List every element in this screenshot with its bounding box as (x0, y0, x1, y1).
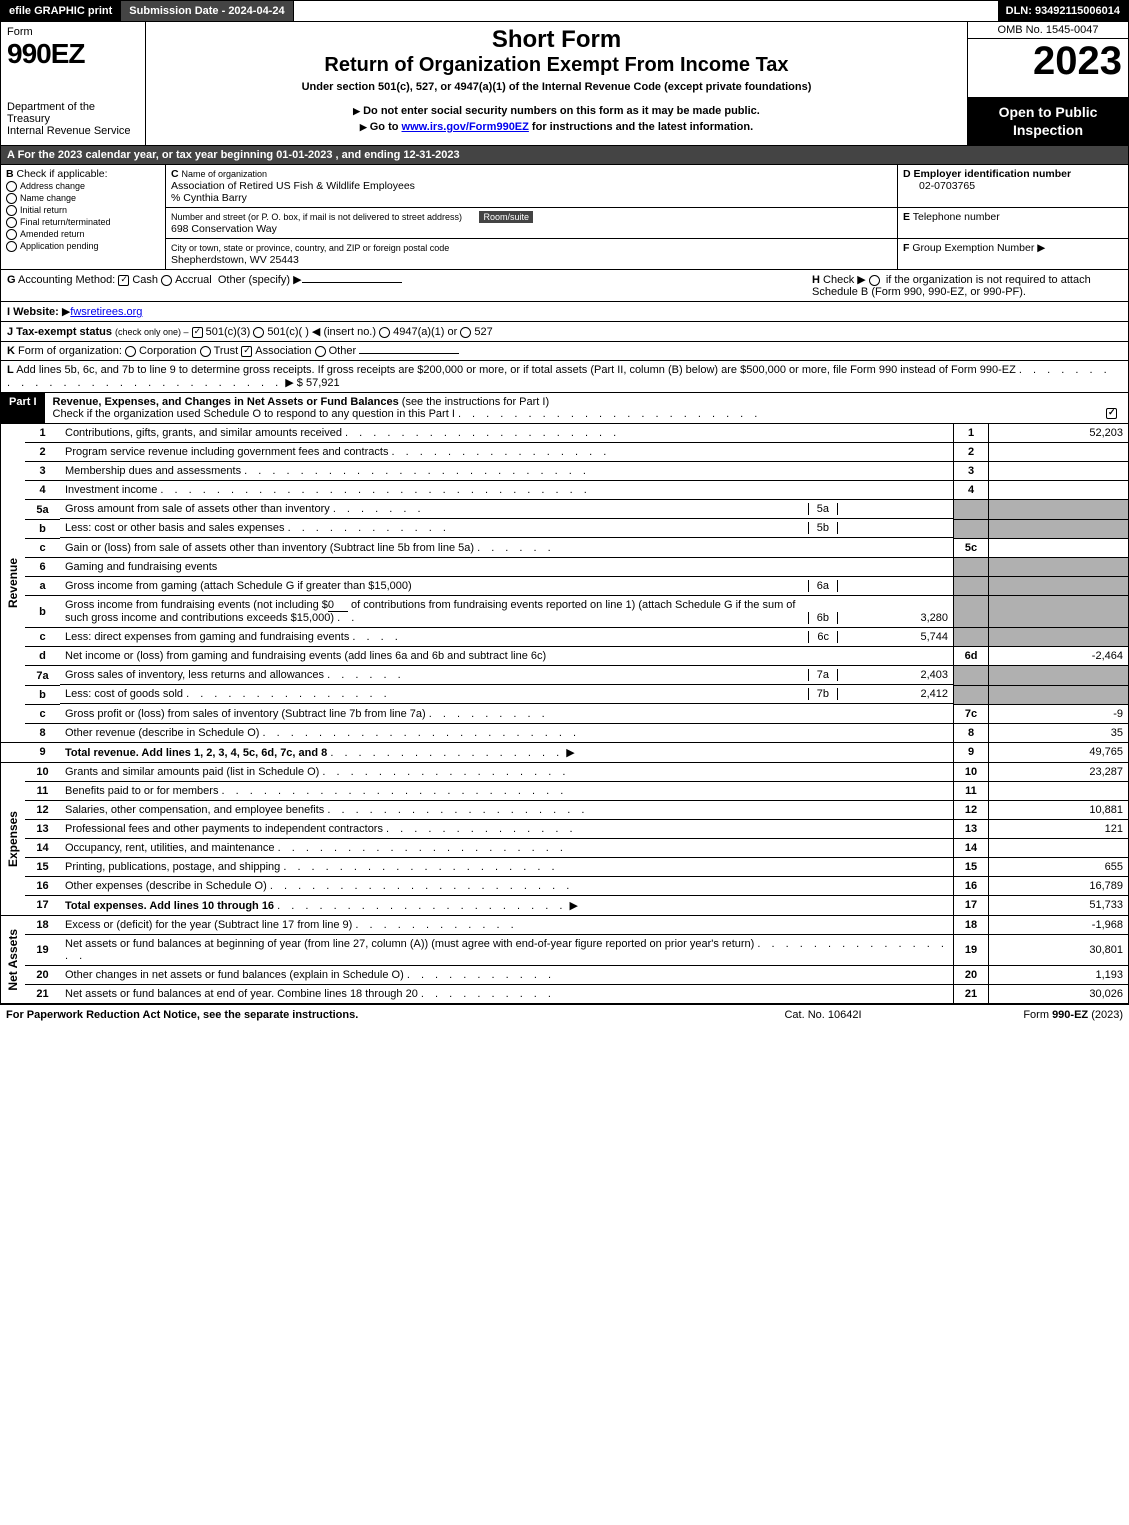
line-8-value: 35 (989, 723, 1129, 742)
line-17-value: 51,733 (989, 895, 1129, 915)
line-7c-value: -9 (989, 704, 1129, 723)
room-label: Room/suite (479, 211, 533, 223)
cash-checkbox[interactable] (118, 275, 129, 286)
cat-number: Cat. No. 10642I (723, 1009, 923, 1021)
lines-table: Revenue 1 Contributions, gifts, grants, … (0, 424, 1129, 1004)
line-16-value: 16,789 (989, 876, 1129, 895)
schedule-o-checkbox[interactable] (1106, 408, 1117, 419)
corp-checkbox[interactable] (125, 346, 136, 357)
pending-checkbox[interactable] (6, 241, 17, 252)
section-l: L Add lines 5b, 6c, and 7b to line 9 to … (0, 361, 1129, 393)
city-label: City or town, state or province, country… (171, 243, 449, 253)
arrow-icon: ▶ (1037, 242, 1045, 254)
street: 698 Conservation Way (171, 223, 277, 235)
dept-treasury: Department of the Treasury (7, 101, 139, 125)
submission-date: Submission Date - 2024-04-24 (121, 1, 293, 21)
line-19-value: 30,801 (989, 934, 1129, 965)
line-13-value: 121 (989, 819, 1129, 838)
line-10-value: 23,287 (989, 762, 1129, 781)
line-6d-value: -2,464 (989, 647, 1129, 666)
other-org-checkbox[interactable] (315, 346, 326, 357)
h-checkbox[interactable] (869, 275, 880, 286)
section-j: J Tax-exempt status (check only one) ‒ 5… (0, 322, 1129, 342)
dln: DLN: 93492115006014 (998, 1, 1128, 21)
irs-link[interactable]: www.irs.gov/Form990EZ (402, 121, 529, 133)
subtitle: Under section 501(c), 527, or 4947(a)(1)… (152, 81, 961, 93)
city: Shepherdstown, WV 25443 (171, 254, 299, 266)
section-a: A For the 2023 calendar year, or tax yea… (0, 146, 1129, 165)
501c-checkbox[interactable] (253, 327, 264, 338)
addr-change-checkbox[interactable] (6, 181, 17, 192)
care-of: % Cynthia Barry (171, 192, 247, 204)
irs-label: Internal Revenue Service (7, 125, 139, 137)
line-1-value: 52,203 (989, 424, 1129, 443)
line-15-value: 655 (989, 857, 1129, 876)
street-label: Number and street (or P. O. box, if mail… (171, 212, 462, 222)
line-12-value: 10,881 (989, 800, 1129, 819)
goto-link: Go to www.irs.gov/Form990EZ for instruct… (152, 121, 961, 133)
g-label: Accounting Method: (18, 274, 115, 286)
b-label: Check if applicable: (17, 168, 108, 180)
open-inspection: Open to Public Inspection (968, 97, 1128, 145)
initial-return-checkbox[interactable] (6, 205, 17, 216)
name-change-checkbox[interactable] (6, 193, 17, 204)
e-label: Telephone number (913, 211, 1000, 223)
accrual-checkbox[interactable] (161, 275, 172, 286)
paperwork-notice: For Paperwork Reduction Act Notice, see … (6, 1009, 723, 1021)
4947-checkbox[interactable] (379, 327, 390, 338)
org-name: Association of Retired US Fish & Wildlif… (171, 180, 415, 192)
trust-checkbox[interactable] (200, 346, 211, 357)
section-k: K Form of organization: Corporation Trus… (0, 342, 1129, 361)
527-checkbox[interactable] (460, 327, 471, 338)
part-1-header: Part I Revenue, Expenses, and Changes in… (0, 393, 1129, 424)
c-name-label: Name of organization (182, 169, 268, 179)
form-word: Form (7, 26, 139, 38)
other-specify-input[interactable] (302, 282, 402, 283)
line-18-value: -1,968 (989, 915, 1129, 934)
short-form-title: Short Form (152, 26, 961, 54)
efile-label[interactable]: efile GRAPHIC print (1, 1, 121, 21)
ssn-warning: Do not enter social security numbers on … (152, 105, 961, 117)
501c3-checkbox[interactable] (192, 327, 203, 338)
form-rev: Form 990-EZ (2023) (923, 1009, 1123, 1021)
entity-info-grid: B Check if applicable: Address change Na… (0, 165, 1129, 270)
return-title: Return of Organization Exempt From Incom… (152, 54, 961, 77)
ein: 02-0703765 (903, 180, 975, 192)
line-21-value: 30,026 (989, 984, 1129, 1003)
form-number: 990EZ (7, 38, 139, 70)
other-org-input[interactable] (359, 353, 459, 354)
form-header: Form 990EZ Short Form Return of Organiza… (0, 22, 1129, 146)
section-i: I Website: ▶fwsretirees.org (0, 302, 1129, 322)
d-label: Employer identification number (914, 168, 1072, 180)
top-bar: efile GRAPHIC print Submission Date - 20… (0, 0, 1129, 22)
section-g-h: G Accounting Method: Cash Accrual Other … (0, 270, 1129, 302)
net-assets-section: Net Assets (1, 915, 26, 1003)
part-1-label: Part I (1, 393, 45, 423)
expenses-section: Expenses (1, 762, 26, 915)
revenue-section: Revenue (1, 424, 26, 742)
gross-receipts: $ 57,921 (297, 377, 340, 389)
website-link[interactable]: fwsretirees.org (70, 306, 142, 318)
assoc-checkbox[interactable] (241, 346, 252, 357)
amended-checkbox[interactable] (6, 229, 17, 240)
page-footer: For Paperwork Reduction Act Notice, see … (0, 1004, 1129, 1025)
tax-year: 2023 (968, 39, 1128, 84)
final-return-checkbox[interactable] (6, 217, 17, 228)
f-label: Group Exemption Number (912, 242, 1034, 254)
line-9-value: 49,765 (989, 742, 1129, 762)
line-20-value: 1,193 (989, 965, 1129, 984)
omb-number: OMB No. 1545-0047 (968, 22, 1128, 39)
